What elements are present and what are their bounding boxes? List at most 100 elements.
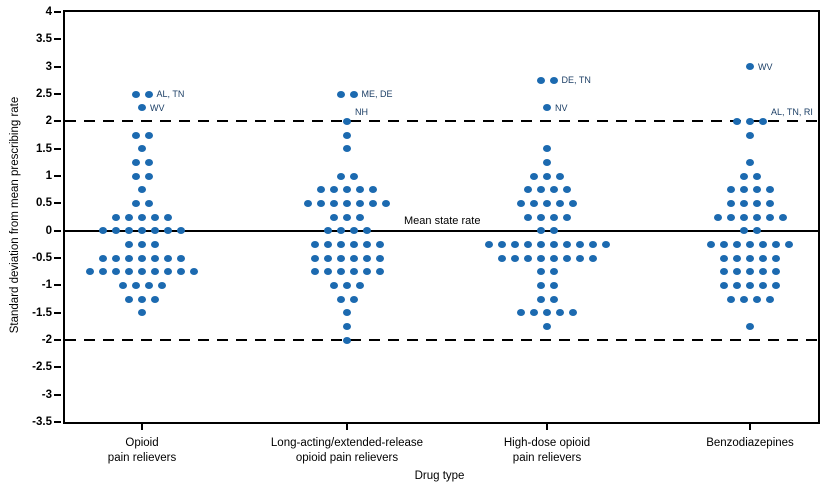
data-dot — [343, 199, 351, 207]
data-dot — [752, 213, 761, 221]
data-dot — [151, 213, 159, 221]
category-label: Opioid pain relievers — [22, 436, 262, 466]
data-dot — [772, 240, 780, 248]
data-dot — [523, 254, 532, 262]
data-dot — [733, 281, 741, 289]
data-dot — [343, 309, 351, 317]
data-dot — [164, 254, 172, 262]
y-axis-tick — [54, 65, 61, 68]
data-dot — [739, 199, 748, 207]
data-dot — [131, 131, 140, 139]
data-dot — [138, 295, 146, 303]
data-dot — [157, 281, 166, 289]
state-annotation: NV — [555, 102, 568, 113]
y-axis-tick — [54, 421, 61, 423]
data-dot — [713, 213, 722, 221]
data-dot — [720, 254, 728, 262]
data-dot — [746, 254, 754, 262]
y-axis-tick — [54, 202, 61, 205]
data-dot — [549, 213, 558, 221]
data-dot — [765, 295, 774, 303]
y-axis-tick — [54, 38, 61, 41]
data-dot — [523, 186, 532, 194]
data-dot — [536, 295, 545, 303]
data-dot — [336, 172, 345, 180]
data-dot — [759, 281, 767, 289]
data-dot — [562, 213, 571, 221]
data-dot — [190, 268, 198, 276]
data-dot — [543, 104, 551, 112]
state-annotation: WV — [758, 61, 773, 72]
data-dot — [349, 240, 358, 248]
data-dot — [720, 268, 728, 276]
data-dot — [543, 172, 551, 180]
data-dot — [349, 295, 358, 303]
data-dot — [707, 240, 715, 248]
data-dot — [765, 186, 774, 194]
data-dot — [343, 117, 351, 125]
data-dot — [356, 281, 364, 289]
data-dot — [310, 268, 319, 276]
data-dot — [523, 213, 532, 221]
data-dot — [746, 63, 754, 71]
data-dot — [752, 199, 761, 207]
data-dot — [752, 186, 761, 194]
data-dot — [765, 199, 774, 207]
data-dot — [336, 240, 345, 248]
data-dot — [746, 158, 754, 166]
data-dot — [549, 295, 558, 303]
data-dot — [530, 172, 538, 180]
lower-2sd-line — [65, 339, 818, 341]
mean-line — [65, 229, 818, 232]
data-dot — [356, 213, 364, 221]
data-dot — [125, 268, 133, 276]
y-axis-tick — [54, 229, 61, 232]
data-dot — [343, 322, 351, 330]
data-dot — [536, 254, 545, 262]
data-dot — [138, 240, 146, 248]
y-axis-tick — [54, 147, 61, 150]
y-axis-tick — [54, 257, 61, 259]
data-dot — [349, 227, 358, 235]
data-dot — [304, 199, 312, 207]
category-label-line: pain relievers — [512, 452, 582, 464]
data-dot — [131, 158, 140, 166]
data-dot — [138, 254, 146, 262]
y-tick-label: -1.5 — [32, 306, 52, 319]
data-dot — [164, 268, 172, 276]
y-tick-label: 2 — [45, 115, 52, 128]
data-dot — [144, 158, 153, 166]
data-dot — [530, 309, 538, 317]
category-label: Benzodiazepines — [630, 436, 825, 451]
data-dot — [543, 145, 551, 153]
data-dot — [543, 309, 551, 317]
data-dot — [536, 76, 545, 84]
data-dot — [164, 213, 172, 221]
data-dot — [536, 227, 545, 235]
y-axis-title: Standard deviation from mean prescribing… — [9, 96, 21, 334]
data-dot — [131, 199, 140, 207]
state-annotation: AL, TN — [156, 89, 185, 99]
data-dot — [356, 186, 364, 194]
data-dot — [138, 186, 146, 194]
state-annotation: NH — [355, 107, 368, 118]
category-label-line: pain relievers — [107, 452, 177, 464]
data-dot — [125, 227, 133, 235]
data-dot — [720, 240, 728, 248]
data-dot — [362, 254, 371, 262]
data-dot — [375, 240, 384, 248]
data-dot — [510, 254, 519, 262]
data-dot — [575, 240, 584, 248]
data-dot — [343, 186, 351, 194]
data-dot — [746, 131, 754, 139]
data-dot — [112, 213, 120, 221]
data-dot — [536, 281, 545, 289]
data-dot — [536, 213, 545, 221]
data-dot — [746, 268, 754, 276]
y-tick-label: 0 — [45, 224, 52, 237]
category-label-line: Opioid — [125, 437, 159, 449]
data-dot — [131, 172, 140, 180]
y-tick-label: -0.5 — [32, 252, 52, 264]
state-annotation: WV — [150, 102, 165, 113]
data-dot — [323, 227, 332, 235]
